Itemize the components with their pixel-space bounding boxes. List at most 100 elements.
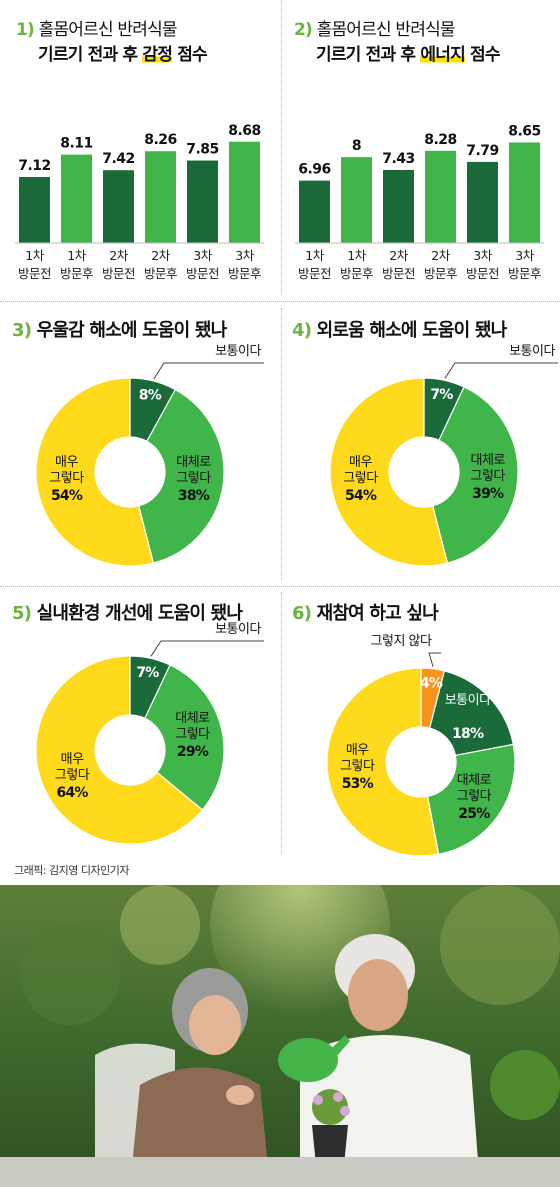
chart-panel-6: 6) 재참여 하고 싶나 4% 그렇지 않다 보통이다 18% 대체로 그렇다 25% 매우 그… — [282, 587, 560, 857]
pie-slice — [329, 377, 449, 567]
chart-panel-2: 2) 홀몸어르신 반려식물 기르기 전과 후 에너지 점수 6.96 1차 방문전 8… — [282, 0, 560, 300]
chart-2-title-pre: 기르기 전과 후 — [316, 45, 421, 65]
chart-2-title-highlight: 에너지 — [420, 45, 466, 65]
slice-value-label: 38% — [178, 488, 210, 504]
slice-category-label: 매우 — [61, 752, 84, 767]
slice-value-label: 8% — [139, 388, 162, 404]
x-tick-label: 2차 — [431, 248, 450, 263]
slice-category-label: 보통이다 — [509, 344, 555, 359]
chart-1-title-post: 점수 — [172, 45, 207, 65]
slice-value-label: 7% — [430, 387, 453, 403]
chart-2-title: 홀몸어르신 반려식물 — [316, 20, 456, 40]
pie-slice — [428, 670, 515, 757]
chart-3-title-text: 우울감 해소에 도움이 됐나 — [36, 320, 228, 341]
x-tick-label: 2차 — [109, 248, 128, 263]
x-tick-label: 방문후 — [340, 266, 373, 281]
x-tick-label: 3차 — [515, 248, 534, 263]
x-tick-label: 방문전 — [382, 266, 415, 281]
chart-6-title: 6) 재참여 하고 싶나 — [292, 599, 439, 625]
chart-panel-1: 1) 홀몸어르신 반려식물 기르기 전과 후 감정 점수 7.12 1차 방문전 8.… — [0, 0, 281, 300]
x-tick-label: 1차 — [67, 248, 86, 263]
chart-1-title-line1: 1) 홀몸어르신 반려식물 — [16, 15, 178, 40]
slice-category-label: 대체로 — [457, 773, 492, 788]
x-tick-label: 방문전 — [18, 266, 51, 281]
bar-value-label: 7.42 — [102, 151, 135, 167]
bar-value-label: 8 — [352, 138, 361, 154]
x-tick-label: 3차 — [235, 248, 254, 263]
leader-line — [150, 640, 264, 657]
bar-value-label: 8.26 — [144, 132, 177, 148]
chart-6-number: 6) — [292, 603, 312, 624]
slice-value-label: 53% — [342, 776, 374, 792]
slice-category-label: 보통이다 — [445, 693, 491, 708]
chart-3-title: 3) 우울감 해소에 도움이 됐나 — [12, 316, 228, 342]
x-tick-label: 방문전 — [298, 266, 331, 281]
x-tick-label: 방문전 — [186, 266, 219, 281]
chart-2-title-post: 점수 — [464, 45, 500, 65]
bar — [425, 150, 456, 243]
slice-category-label: 그렇다 — [55, 768, 90, 783]
bar — [103, 170, 134, 243]
chart-2-title-line1: 2) 홀몸어르신 반려식물 — [294, 15, 456, 40]
slice-category-label: 그렇다 — [49, 471, 84, 486]
divider-vertical — [281, 0, 282, 295]
bar-value-label: 7.12 — [18, 158, 51, 174]
pie-slice — [144, 664, 225, 811]
x-tick-label: 1차 — [305, 248, 324, 263]
slice-category-label: 대체로 — [471, 453, 506, 468]
bar — [299, 180, 330, 243]
chart-5-title: 5) 실내환경 개선에 도움이 됐나 — [12, 599, 243, 625]
chart-6-title-text: 재참여 하고 싶나 — [316, 603, 439, 624]
slice-value-label: 18% — [452, 726, 484, 742]
slice-category-label: 그렇지 않다 — [371, 634, 432, 649]
bar-value-label: 8.65 — [508, 123, 541, 139]
slice-value-label: 54% — [51, 488, 83, 504]
slice-value-label: 7% — [136, 665, 159, 681]
divider-vertical — [281, 592, 282, 854]
slice-category-label: 매우 — [349, 455, 372, 470]
x-tick-label: 2차 — [151, 248, 170, 263]
slice-category-label: 대체로 — [175, 711, 210, 726]
chart-1-title-highlight: 감정 — [142, 45, 173, 65]
chart-5-number: 5) — [12, 603, 32, 624]
slice-value-label: 64% — [57, 785, 89, 801]
pie-slice — [137, 388, 225, 564]
x-tick-label: 2차 — [389, 248, 408, 263]
leader-line — [428, 652, 441, 667]
chart-panel-3: 3) 우울감 해소에 도움이 됐나 8% 보통이다 대체로 그렇다 38% 매우 그렇다 54… — [0, 302, 281, 586]
slice-category-label: 그렇다 — [471, 469, 506, 484]
bar — [467, 161, 498, 243]
chart-4-number: 4) — [292, 320, 312, 341]
slice-category-label: 그렇다 — [340, 759, 375, 774]
slice-category-label: 대체로 — [176, 455, 211, 470]
slice-category-label: 그렇다 — [175, 727, 210, 742]
chart-3-number: 3) — [12, 320, 32, 341]
bar-value-label: 7.43 — [382, 151, 415, 167]
chart-4-title: 4) 외로움 해소에 도움이 됐나 — [292, 316, 508, 342]
pie-slice — [35, 377, 155, 567]
divider-horizontal — [0, 586, 560, 587]
chart-4-title-text: 외로움 해소에 도움이 됐나 — [316, 320, 508, 341]
slice-category-label: 매우 — [346, 743, 369, 758]
pie-slice — [326, 667, 440, 857]
bar-value-label: 7.85 — [186, 142, 219, 158]
x-tick-label: 방문후 — [144, 266, 177, 281]
bar-value-label: 8.28 — [424, 132, 457, 148]
graphic-credit: 그래픽: 김지영 디자인기자 — [14, 864, 130, 877]
photo-seniors-gardening — [0, 885, 560, 1187]
slice-value-label: 4% — [420, 676, 443, 692]
photo-illustration — [0, 885, 560, 1187]
x-tick-label: 1차 — [25, 248, 44, 263]
chart-1-title: 홀몸어르신 반려식물 — [38, 20, 178, 40]
divider-vertical — [281, 308, 282, 580]
slice-category-label: 그렇다 — [176, 471, 211, 486]
bar — [229, 141, 260, 243]
slice-value-label: 39% — [472, 486, 504, 502]
x-tick-label: 방문후 — [228, 266, 261, 281]
x-tick-label: 3차 — [473, 248, 492, 263]
bar — [341, 157, 372, 243]
x-tick-label: 방문후 — [508, 266, 541, 281]
